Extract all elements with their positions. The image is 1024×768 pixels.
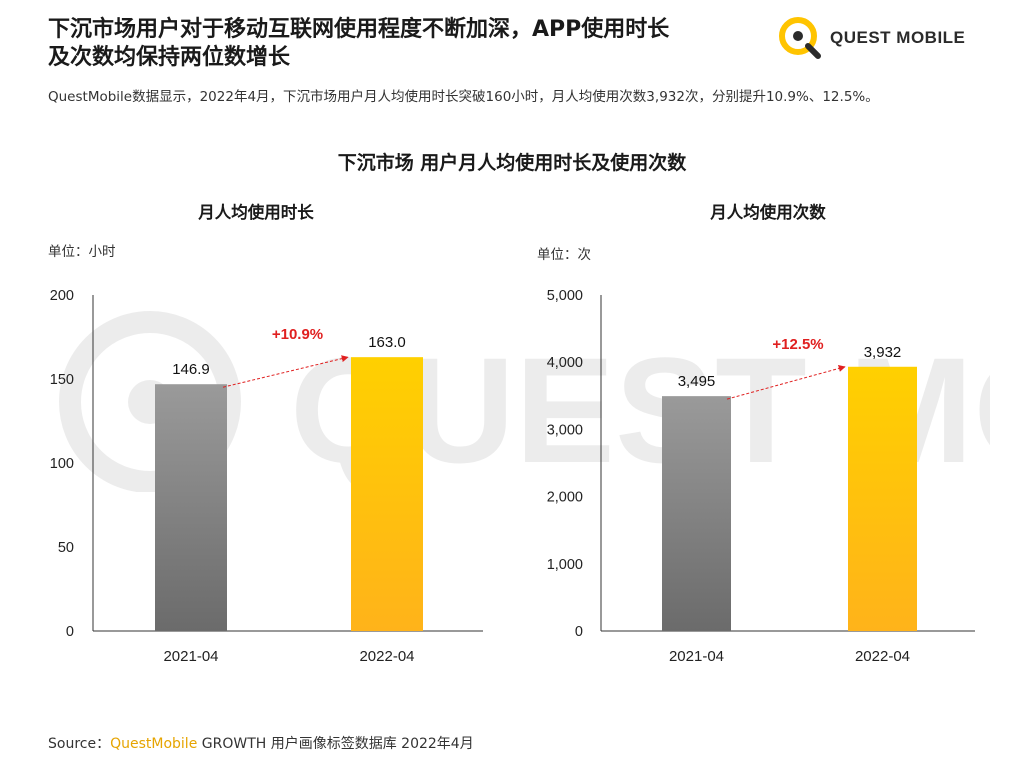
unit-label-duration: 单位：小时 <box>48 244 116 260</box>
bar <box>848 366 917 631</box>
x-category-label: 2022-04 <box>359 648 414 665</box>
source-brand: QuestMobile <box>110 736 198 752</box>
y-tick-label: 50 <box>58 540 74 556</box>
source-note: Source：QuestMobile GROWTH 用户画像标签数据库 2022… <box>48 733 474 753</box>
panel-title-sessions: 月人均使用次数 <box>710 203 826 222</box>
growth-arrow <box>222 355 349 388</box>
y-tick-label: 0 <box>575 624 583 640</box>
logo-mark-icon <box>779 17 821 59</box>
bar-value-label: 3,495 <box>678 373 716 390</box>
unit-label-sessions: 单位：次 <box>537 247 591 263</box>
panel-title-duration: 月人均使用时长 <box>198 203 314 222</box>
headline-line-2: 及次数均保持两位数增长 <box>48 45 291 70</box>
bar <box>662 396 731 631</box>
bar <box>155 384 227 631</box>
source-rest: GROWTH 用户画像标签数据库 2022年4月 <box>197 736 474 752</box>
chart-main-title: 下沉市场 用户月人均使用时长及使用次数 <box>337 152 687 174</box>
quest-mobile-logo: QUEST MOBILE <box>778 14 988 62</box>
x-category-label: 2022-04 <box>855 648 910 665</box>
growth-label: +10.9% <box>272 326 323 343</box>
bar <box>351 357 423 631</box>
source-prefix: Source： <box>48 736 111 752</box>
y-tick-label: 3,000 <box>547 422 583 438</box>
y-tick-label: 1,000 <box>547 557 583 573</box>
y-tick-label: 0 <box>66 624 74 640</box>
growth-arrow <box>726 365 846 400</box>
report-headline: 下沉市场用户对于移动互联网使用程度不断加深，APP使用时长 及次数均保持两位数增… <box>48 16 768 72</box>
y-tick-label: 100 <box>50 456 74 472</box>
bar-value-label: 163.0 <box>368 334 406 351</box>
y-tick-label: 5,000 <box>547 288 583 304</box>
x-category-label: 2021-04 <box>669 648 724 665</box>
growth-label: +12.5% <box>772 336 823 353</box>
y-tick-label: 2,000 <box>547 490 583 506</box>
headline-line-1: 下沉市场用户对于移动互联网使用程度不断加深，APP使用时长 <box>48 17 670 42</box>
bar-value-label: 146.9 <box>172 361 210 378</box>
bar-value-label: 3,932 <box>864 344 902 361</box>
report-subtitle: QuestMobile数据显示，2022年4月，下沉市场用户月人均使用时长突破1… <box>48 89 879 105</box>
y-tick-label: 200 <box>50 288 74 304</box>
logo-text: QUEST MOBILE <box>830 28 966 47</box>
x-category-label: 2021-04 <box>163 648 218 665</box>
y-tick-label: 4,000 <box>547 355 583 371</box>
y-tick-label: 150 <box>50 372 74 388</box>
